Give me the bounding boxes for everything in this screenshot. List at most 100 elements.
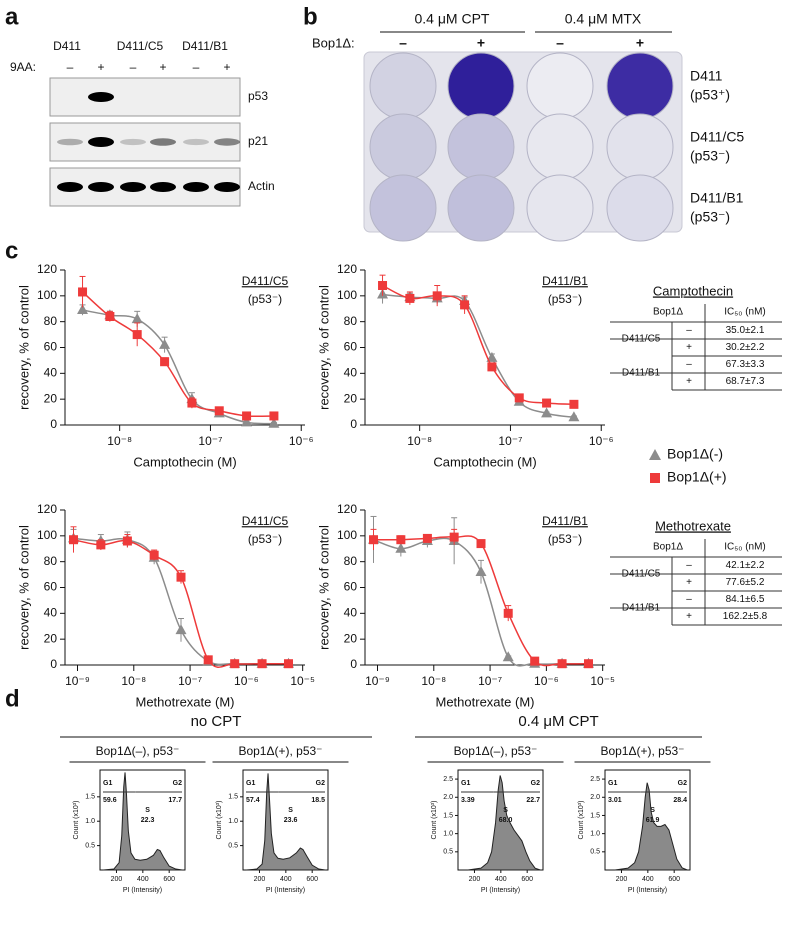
y-tick-label: 100 bbox=[37, 288, 57, 302]
gate-value: 23.6 bbox=[284, 817, 298, 824]
group-title: no CPT bbox=[191, 713, 242, 730]
annotation-line: D411/C5 bbox=[242, 514, 289, 528]
y-tick-label: 60 bbox=[44, 340, 58, 354]
data-point bbox=[268, 417, 280, 428]
band bbox=[214, 182, 240, 192]
data-point bbox=[432, 291, 442, 301]
x-tick-label: 10⁻⁷ bbox=[178, 674, 202, 688]
gate-label: S bbox=[288, 807, 293, 814]
y-tick-label: 40 bbox=[344, 606, 358, 620]
cell-line-label: D411 bbox=[53, 39, 81, 53]
gate-value: 59.6 bbox=[103, 797, 117, 804]
well bbox=[526, 52, 594, 120]
y-tick-label: 1.0 bbox=[443, 830, 453, 837]
gate-label: G2 bbox=[316, 780, 325, 787]
data-point bbox=[542, 398, 552, 408]
table-cell: + bbox=[686, 577, 692, 588]
x-tick-label: 10⁻⁸ bbox=[407, 434, 432, 448]
plot-title: Bop1Δ(–), p53⁻ bbox=[96, 744, 180, 758]
annotation-line: D411/B1 bbox=[542, 514, 588, 528]
data-point bbox=[476, 539, 486, 549]
x-tick-label: 10⁻⁹ bbox=[65, 674, 90, 688]
gate-label: G1 bbox=[246, 780, 255, 787]
table-cell: – bbox=[686, 560, 692, 571]
band bbox=[214, 138, 240, 146]
histogram bbox=[246, 773, 326, 871]
x-tick-label: 200 bbox=[111, 876, 123, 883]
y-tick-label: 80 bbox=[344, 554, 358, 568]
y-axis-label: Count (x10³) bbox=[578, 801, 585, 840]
y-tick-label: 1.5 bbox=[590, 812, 600, 819]
gate-label: S bbox=[650, 807, 655, 814]
x-tick-label: 10⁻⁶ bbox=[589, 434, 614, 448]
x-axis-label: Methotrexate (M) bbox=[136, 694, 235, 709]
x-axis-label: Camptothecin (M) bbox=[133, 454, 236, 469]
x-tick-label: 10⁻⁷ bbox=[478, 674, 502, 688]
band bbox=[57, 138, 83, 146]
y-tick-label: 120 bbox=[37, 262, 57, 276]
x-tick-label: 400 bbox=[642, 876, 654, 883]
well bbox=[447, 174, 515, 242]
data-point bbox=[283, 659, 293, 669]
y-tick-label: 1.0 bbox=[85, 818, 95, 825]
y-tick-label: 100 bbox=[37, 528, 57, 542]
table-title: Camptothecin bbox=[653, 283, 733, 298]
legend-label: Bop1Δ(-) bbox=[667, 446, 723, 462]
data-point bbox=[230, 659, 240, 669]
y-tick-label: 60 bbox=[344, 580, 358, 594]
sign: – bbox=[399, 35, 407, 51]
y-axis-label: recovery, % of control bbox=[16, 285, 31, 410]
table-cell: 42.1±2.2 bbox=[726, 560, 765, 571]
x-tick-label: 10⁻⁸ bbox=[421, 674, 446, 688]
sign: + bbox=[477, 35, 485, 51]
histogram bbox=[103, 772, 183, 871]
legend-marker bbox=[649, 449, 661, 460]
sign: – bbox=[130, 60, 137, 74]
row-status: (p53⁻) bbox=[690, 209, 730, 225]
data-point bbox=[486, 351, 498, 362]
annotation-status: (p53⁻) bbox=[248, 292, 282, 306]
well bbox=[447, 52, 515, 120]
gate-value: 3.39 bbox=[461, 797, 475, 804]
gate-label: G1 bbox=[461, 780, 470, 787]
data-point bbox=[449, 532, 459, 542]
y-tick-label: 20 bbox=[344, 391, 358, 405]
data-point bbox=[176, 572, 186, 582]
well bbox=[369, 52, 437, 120]
y-tick-label: 80 bbox=[44, 554, 58, 568]
x-axis-label: PI (Intensity) bbox=[266, 887, 305, 894]
y-tick-label: 20 bbox=[344, 631, 358, 645]
data-point bbox=[487, 362, 497, 372]
data-point bbox=[502, 651, 514, 662]
cell-line-label: D411/C5 bbox=[117, 39, 164, 53]
band bbox=[57, 182, 83, 192]
y-tick-label: 1.0 bbox=[228, 818, 238, 825]
data-point bbox=[557, 659, 567, 669]
y-axis-label: Count (x10³) bbox=[73, 801, 80, 840]
sign: + bbox=[223, 60, 230, 74]
data-point bbox=[187, 398, 197, 408]
gate-value: 61.9 bbox=[646, 817, 660, 824]
gate-value: 28.4 bbox=[673, 797, 687, 804]
data-point bbox=[422, 533, 432, 543]
y-tick-label: 100 bbox=[337, 528, 357, 542]
data-point bbox=[241, 416, 253, 427]
gate-label: G1 bbox=[103, 780, 112, 787]
y-tick-label: 1.0 bbox=[590, 830, 600, 837]
y-tick-label: 1.5 bbox=[85, 794, 95, 801]
data-point bbox=[122, 536, 132, 546]
y-tick-label: 120 bbox=[337, 262, 357, 276]
y-tick-label: 120 bbox=[37, 502, 57, 516]
gate-label: G2 bbox=[531, 780, 540, 787]
data-point bbox=[96, 540, 106, 550]
panel-label: a bbox=[5, 3, 19, 30]
x-tick-label: 10⁻⁸ bbox=[107, 434, 132, 448]
x-tick-label: 10⁻⁶ bbox=[289, 434, 314, 448]
x-tick-label: 10⁻⁷ bbox=[198, 434, 222, 448]
x-axis-label: PI (Intensity) bbox=[628, 887, 667, 894]
y-tick-label: 2.0 bbox=[443, 794, 453, 801]
row-status: (p53⁻) bbox=[690, 148, 730, 164]
band bbox=[150, 138, 176, 146]
table-header: Bop1Δ bbox=[653, 307, 683, 318]
x-tick-label: 600 bbox=[521, 876, 533, 883]
